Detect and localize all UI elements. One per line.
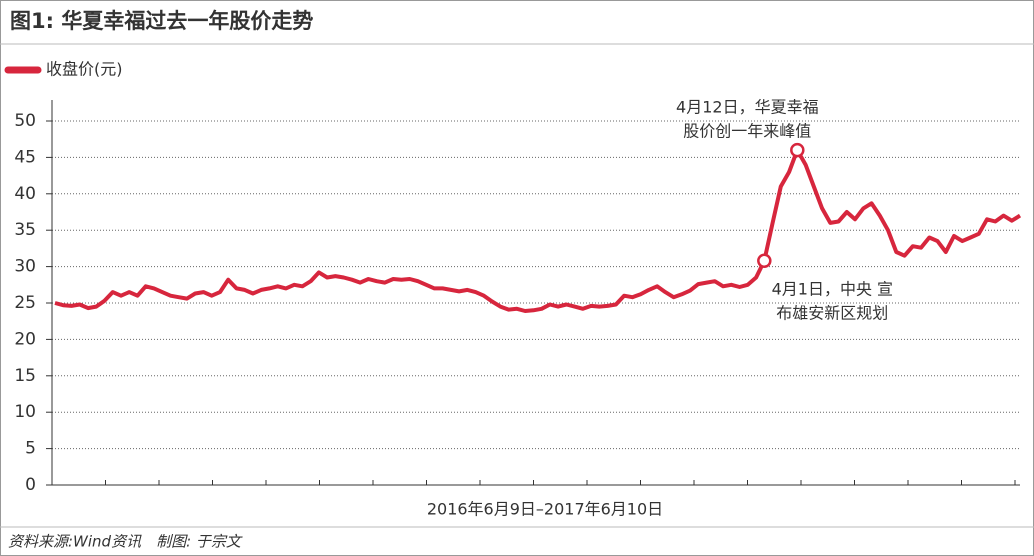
y-tick-label: 0 <box>25 475 36 495</box>
y-tick-label: 5 <box>25 439 36 459</box>
annotation-point <box>757 253 772 269</box>
annotation: 4月1日，中央 宣 <box>772 279 893 298</box>
annotation: 布雄安新区规划 <box>776 303 888 322</box>
y-tick-label: 20 <box>14 329 36 349</box>
y-tick-label: 35 <box>14 220 36 240</box>
legend-label: 收盘价(元) <box>46 60 123 79</box>
y-tick-label: 30 <box>14 257 36 277</box>
line <box>54 148 1022 313</box>
annotation: 股价创一年来峰值 <box>683 122 811 141</box>
y-tick-label: 25 <box>14 293 36 313</box>
chart-title: 图1: 华夏幸福过去一年股价走势 <box>10 9 313 33</box>
y-tick-label: 15 <box>14 366 36 386</box>
y-tick-label: 45 <box>14 147 36 167</box>
y-tick-label: 40 <box>14 184 36 204</box>
y-tick-label: 10 <box>14 402 36 422</box>
annotation: 4月12日，华夏幸福 <box>676 98 819 117</box>
source: 资料来源:Wind资讯 制图: 于宗文 <box>8 533 243 551</box>
annotation-point <box>790 142 805 158</box>
x-axis-title: 2016年6月9日–2017年6月10日 <box>427 500 663 519</box>
y-tick-label: 50 <box>14 111 36 131</box>
